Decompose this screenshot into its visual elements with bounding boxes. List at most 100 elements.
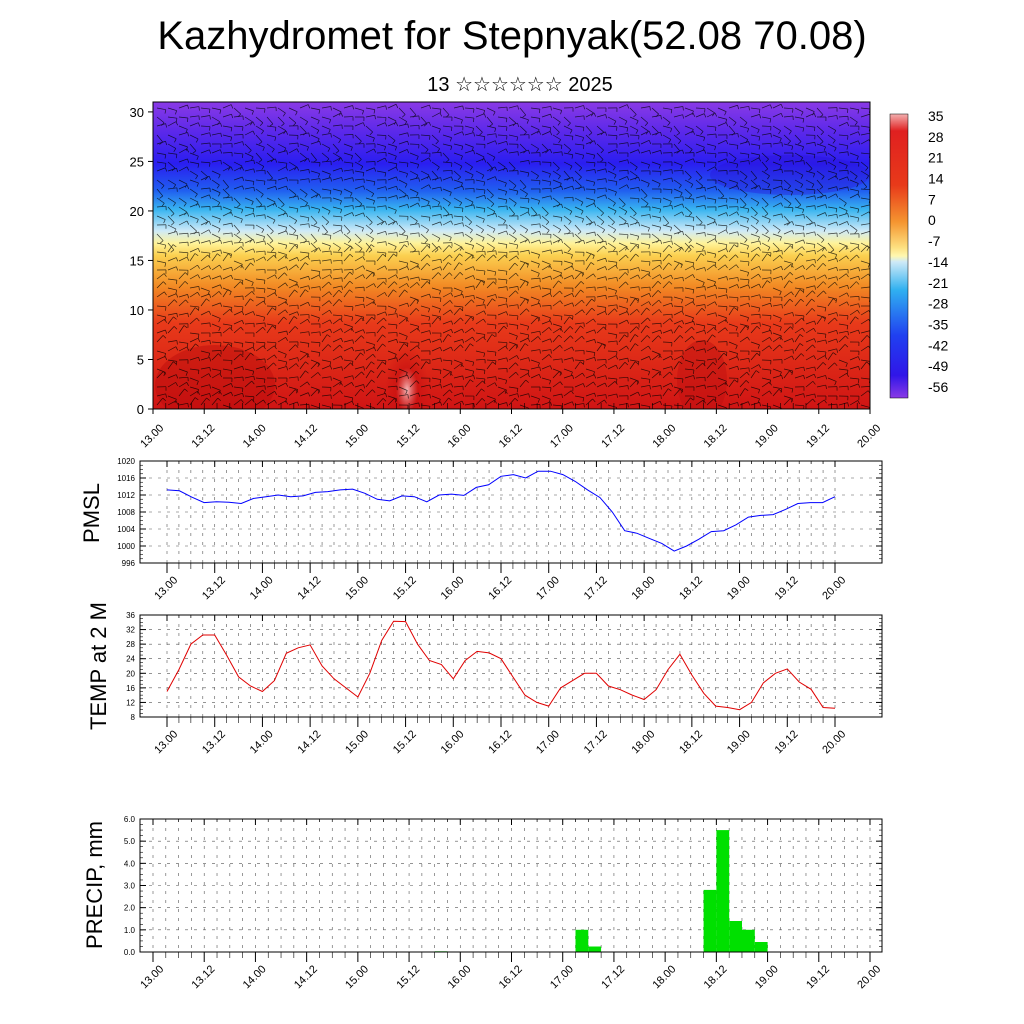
wind-barb bbox=[453, 179, 463, 184]
wind-barb bbox=[640, 269, 650, 273]
wind-barb-flag bbox=[252, 121, 256, 126]
wind-barb bbox=[277, 272, 285, 280]
wind-barb bbox=[244, 130, 254, 136]
wind-barb-flag bbox=[627, 159, 629, 164]
wind-barb-flag bbox=[175, 361, 178, 366]
wind-barb bbox=[222, 305, 232, 308]
wind-barb bbox=[277, 282, 286, 289]
wind-barb bbox=[761, 377, 771, 381]
wind-barb bbox=[288, 148, 298, 154]
wind-barb bbox=[783, 115, 793, 118]
wind-barb bbox=[585, 169, 595, 172]
wind-barb bbox=[563, 134, 573, 137]
wind-barb bbox=[783, 197, 792, 204]
wind-barb-flag bbox=[429, 338, 432, 343]
wind-barb-flag bbox=[447, 262, 452, 266]
wind-barb-flag bbox=[396, 186, 399, 191]
wind-barb bbox=[189, 356, 199, 361]
wind-barb-flag bbox=[548, 173, 551, 178]
wind-barb bbox=[255, 197, 263, 206]
wind-barb bbox=[288, 363, 297, 370]
wind-barb-flag bbox=[588, 132, 593, 136]
wind-barb bbox=[255, 278, 265, 281]
wind-barb bbox=[255, 314, 265, 318]
wind-barb bbox=[244, 352, 251, 361]
wind-barb bbox=[651, 274, 660, 280]
wind-barb-flag bbox=[415, 298, 419, 302]
wind-barb-flag bbox=[489, 123, 493, 127]
wind-barb-flag bbox=[638, 222, 640, 227]
wind-barb-flag bbox=[748, 284, 751, 289]
wind-barb-flag bbox=[318, 274, 322, 279]
wind-barb bbox=[486, 254, 494, 262]
wind-barb-flag bbox=[571, 154, 574, 159]
wind-barb bbox=[244, 298, 251, 307]
wind-barb bbox=[805, 373, 815, 379]
wind-barb bbox=[497, 134, 508, 136]
wind-barb bbox=[662, 281, 670, 289]
wind-barb-flag bbox=[308, 392, 311, 397]
wind-barb bbox=[167, 359, 177, 362]
wind-barb-flag bbox=[472, 361, 475, 367]
wind-barb-flag bbox=[161, 203, 165, 207]
wind-barb bbox=[618, 104, 628, 109]
cs-x-tick-label: 19.12 bbox=[804, 422, 832, 450]
wind-barb bbox=[167, 316, 174, 325]
wind-barb bbox=[233, 152, 243, 155]
wind-barb-flag bbox=[814, 276, 816, 281]
wind-barb bbox=[519, 368, 529, 371]
wind-barb bbox=[497, 197, 507, 201]
wind-barb bbox=[310, 274, 320, 280]
wind-barb-flag bbox=[459, 202, 463, 207]
wind-barb-flag bbox=[822, 263, 827, 267]
wind-barb bbox=[607, 188, 617, 193]
wind-barb bbox=[266, 242, 275, 250]
wind-barb bbox=[222, 341, 232, 344]
wind-barb bbox=[189, 317, 197, 325]
wind-barb bbox=[794, 246, 803, 253]
wind-barb-flag bbox=[737, 306, 739, 311]
wind-barb bbox=[783, 291, 792, 298]
wind-barb bbox=[156, 233, 164, 241]
wind-barb bbox=[838, 176, 848, 181]
wind-barb-flag bbox=[779, 344, 783, 349]
wind-barb bbox=[255, 188, 264, 195]
wind-barb-flag bbox=[416, 362, 420, 366]
wind-barb bbox=[783, 355, 793, 361]
wind-barb bbox=[618, 268, 628, 271]
wind-barb bbox=[508, 371, 517, 379]
wind-barb bbox=[365, 301, 374, 307]
wind-barb bbox=[464, 125, 474, 129]
wind-barb bbox=[255, 389, 263, 397]
wind-barb-flag bbox=[777, 230, 781, 234]
wind-barb bbox=[354, 212, 364, 217]
wind-barb-flag bbox=[526, 299, 529, 304]
wind-barb bbox=[673, 125, 680, 134]
wind-barb-flag bbox=[382, 398, 387, 402]
wind-barb-flag bbox=[428, 157, 432, 162]
wind-barb bbox=[321, 233, 331, 236]
wind-barb-flag bbox=[196, 182, 199, 187]
wind-barb bbox=[530, 395, 540, 400]
wind-barb bbox=[541, 349, 551, 352]
wind-barb bbox=[695, 232, 705, 235]
wind-barb-flag bbox=[714, 199, 717, 204]
wind-barb bbox=[189, 264, 198, 271]
wind-barb-flag bbox=[438, 128, 441, 133]
wind-barb-flag bbox=[858, 131, 861, 136]
wind-barb bbox=[464, 233, 473, 240]
wind-barb bbox=[475, 398, 483, 406]
wind-barb-flag bbox=[682, 149, 685, 154]
wind-barb-flag bbox=[429, 293, 432, 299]
wind-barb bbox=[629, 253, 636, 262]
wind-barb-flag bbox=[747, 208, 750, 213]
wind-barb-flag bbox=[504, 390, 508, 394]
wind-barb-flag bbox=[581, 335, 585, 340]
wind-barb bbox=[684, 301, 693, 307]
wind-barb-flag bbox=[407, 204, 410, 209]
wind-barb bbox=[178, 212, 188, 217]
wind-barb-flag bbox=[836, 312, 838, 317]
wind-barb-flag bbox=[407, 123, 409, 128]
wind-barb-flag bbox=[744, 388, 749, 392]
wind-barb bbox=[717, 242, 727, 245]
